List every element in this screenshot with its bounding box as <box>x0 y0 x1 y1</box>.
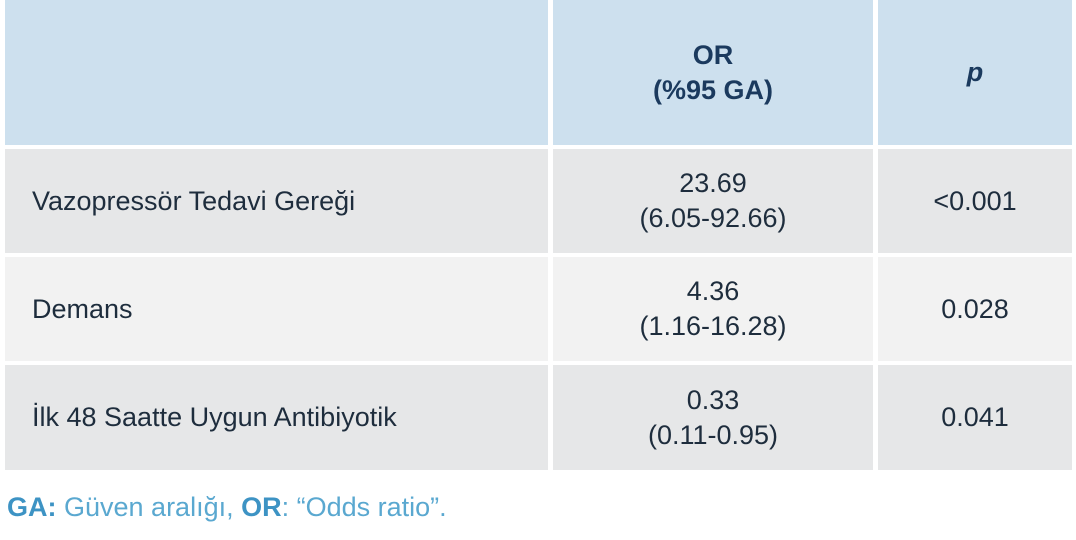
footnote-abbr: OR <box>241 492 282 522</box>
header-text: OR <box>692 39 734 70</box>
or-cell: 4.36 (1.16-16.28) <box>553 257 873 361</box>
p-cell: 0.041 <box>878 365 1072 470</box>
header-cell: OR (%95 GA) <box>553 0 873 145</box>
row-label: Demans <box>5 257 548 361</box>
or-value: 0.33 <box>686 384 740 415</box>
footnote: GA: Güven aralığı, OR: “Odds ratio”. <box>7 492 447 523</box>
header-text: p <box>966 57 984 87</box>
ci-value: (0.11-0.95) <box>647 419 779 450</box>
p-cell: <0.001 <box>878 149 1072 253</box>
p-cell: 0.028 <box>878 257 1072 361</box>
header-cell: p <box>878 0 1072 145</box>
header-text: (%95 GA) <box>652 74 774 105</box>
or-cell: 23.69 (6.05-92.66) <box>553 149 873 253</box>
footnote-abbr: GA: <box>7 492 57 522</box>
footnote-text: Güven aralığı, <box>56 492 242 522</box>
ci-value: (6.05-92.66) <box>639 203 787 233</box>
row-label: İlk 48 Saatte Uygun Antibiyotik <box>5 365 548 470</box>
header-cell <box>5 0 548 145</box>
ci-value: (1.16-16.28) <box>639 311 787 341</box>
or-value: 4.36 <box>686 276 740 306</box>
or-value: 23.69 <box>679 168 747 198</box>
footnote-text: : “Odds ratio”. <box>281 492 447 522</box>
or-cell: 0.33 (0.11-0.95) <box>553 365 873 470</box>
row-label: Vazopressör Tedavi Gereği <box>5 149 548 253</box>
